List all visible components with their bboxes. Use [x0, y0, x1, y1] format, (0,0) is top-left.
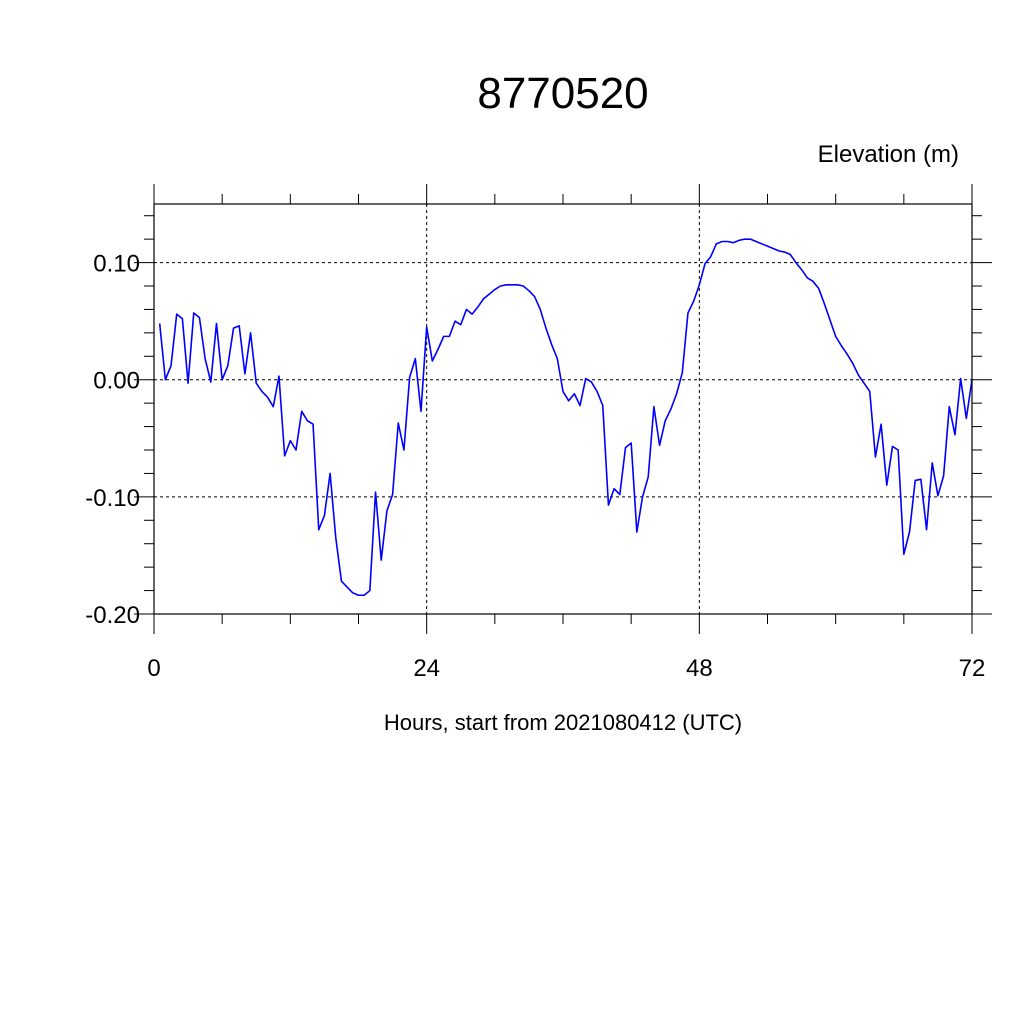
x-tick-label: 0	[147, 655, 160, 682]
tick-labels: 0 24 48 72 -0.20 -0.10 0.00 0.10	[85, 251, 985, 682]
x-tick-label: 24	[413, 655, 440, 682]
y-tick-label: 0.10	[93, 251, 140, 278]
y-tick-label: 0.00	[93, 368, 140, 395]
x-axis-label: Hours, start from 2021080412 (UTC)	[384, 710, 742, 735]
axis-ticks	[134, 184, 992, 634]
plot-frame	[153, 203, 973, 615]
grid-lines	[154, 204, 972, 614]
y-axis-label: Elevation (m)	[818, 141, 959, 168]
chart-title: 8770520	[477, 69, 648, 118]
series-line	[158, 238, 973, 597]
series-group	[158, 238, 973, 597]
x-tick-label: 72	[959, 655, 986, 682]
x-tick-label: 48	[686, 655, 713, 682]
y-tick-label: -0.10	[85, 485, 140, 512]
y-tick-label: -0.20	[85, 602, 140, 629]
